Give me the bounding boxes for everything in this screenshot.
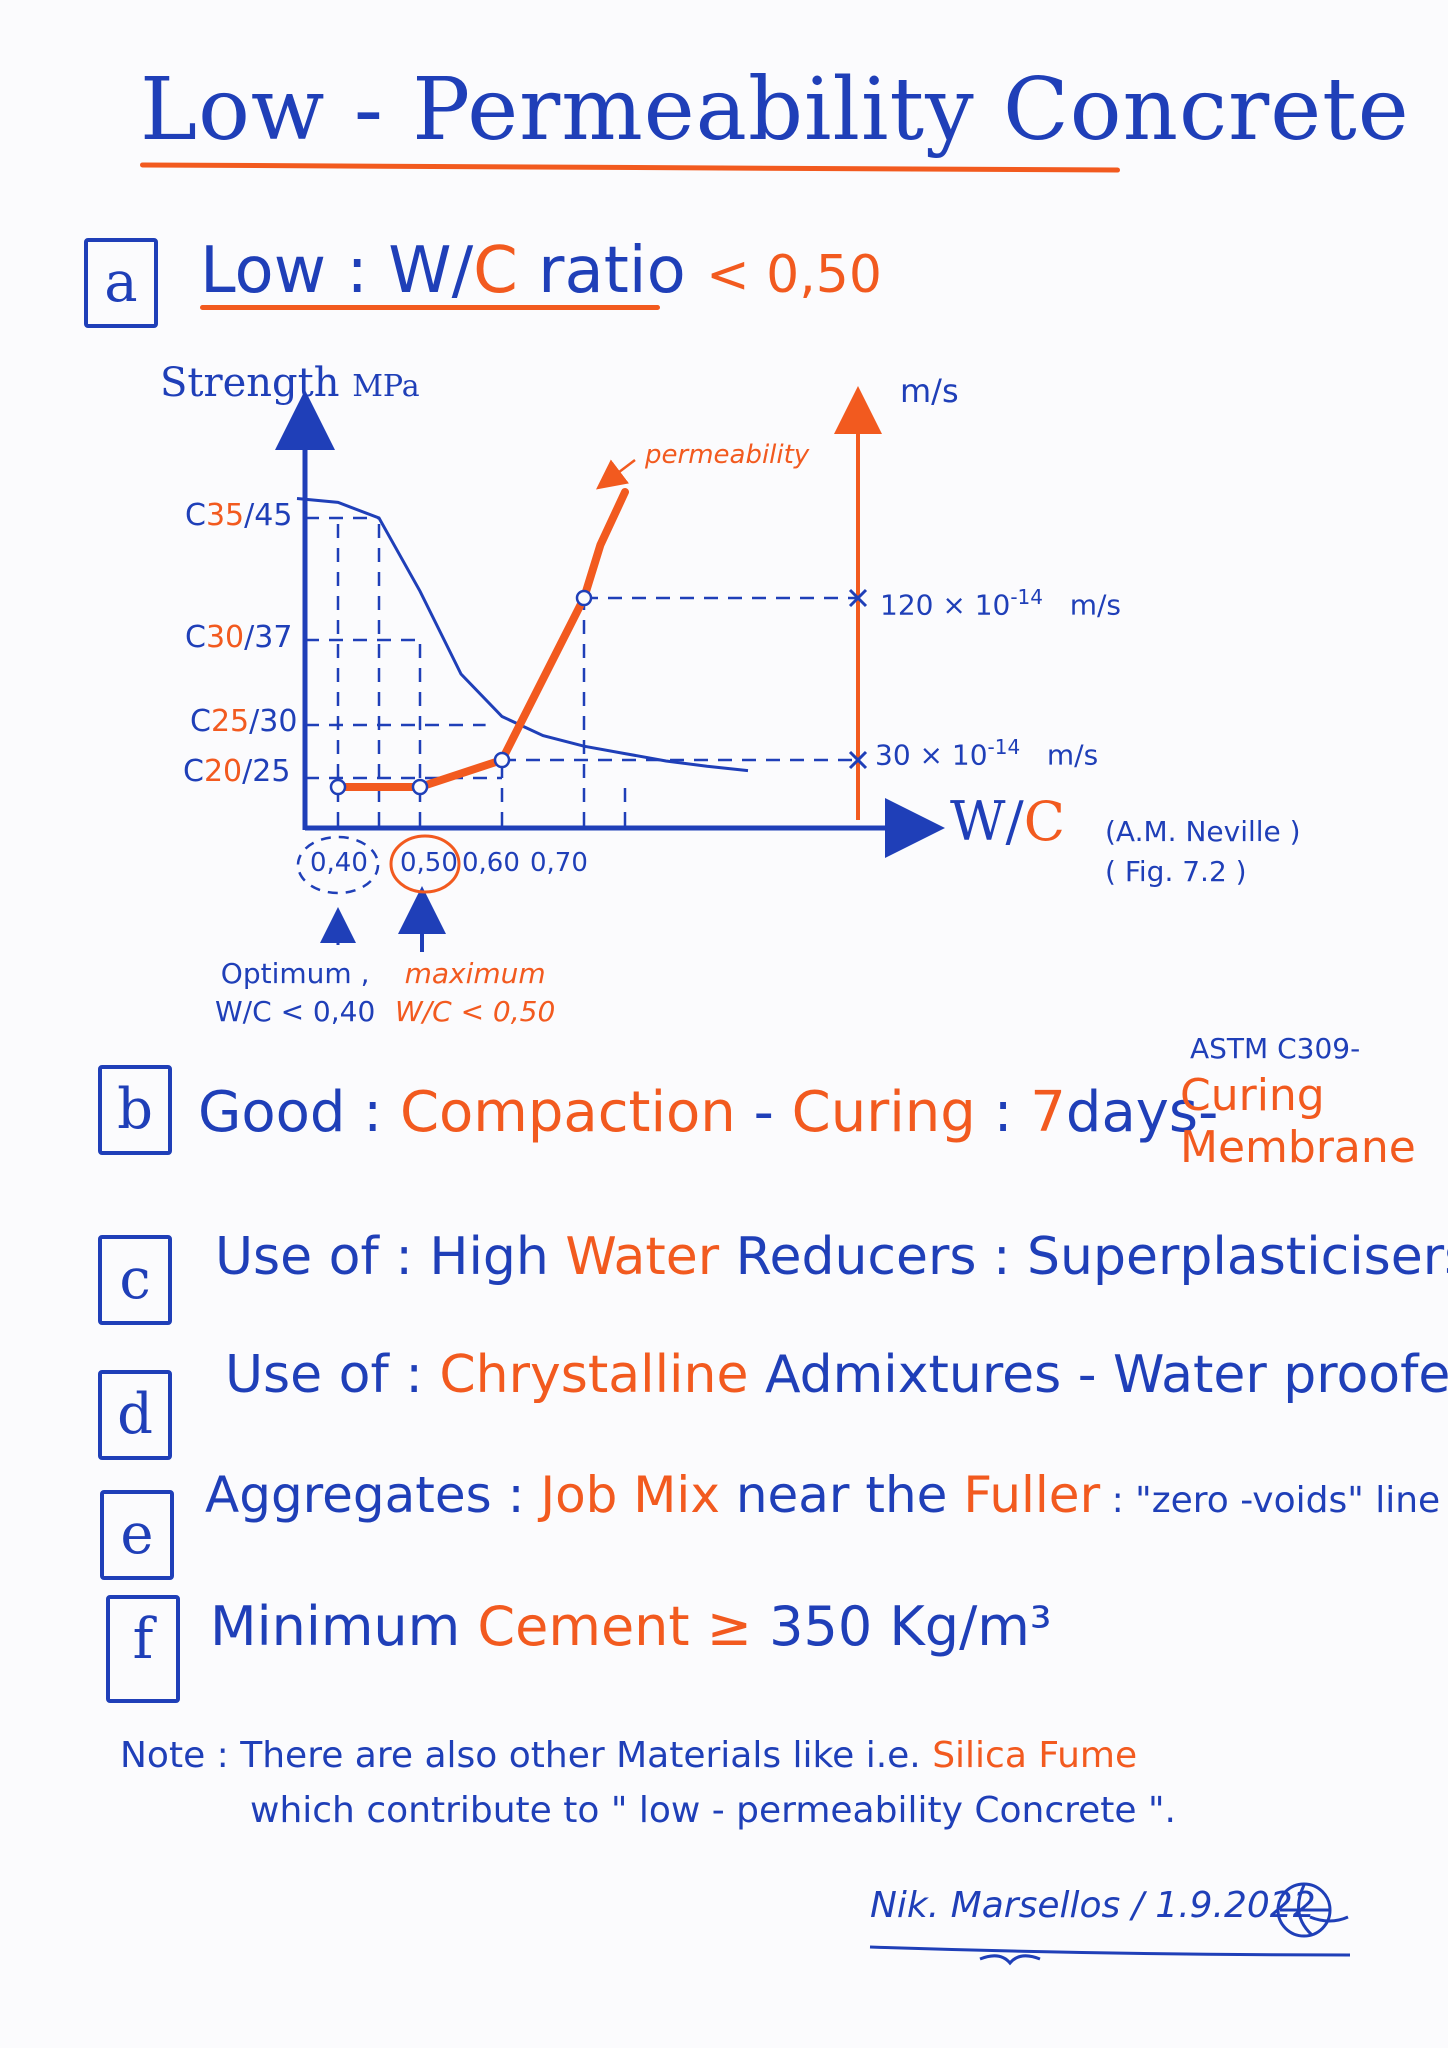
item-b-text: Good : Compaction - Curing : 7days- <box>198 1080 1219 1145</box>
y-axis-label: Strength MPa <box>160 360 420 406</box>
permeability-label-arrow <box>596 459 636 490</box>
optimum-circle <box>296 835 380 895</box>
x-axis-label: W/C <box>950 790 1066 853</box>
signature-mark <box>869 1882 1351 1966</box>
permeability-point <box>575 589 593 607</box>
item-f-letter: f <box>106 1595 180 1703</box>
item-c-text: Use of : High Water Reducers : Superplas… <box>215 1227 1448 1287</box>
item-b-letter: b <box>98 1065 172 1155</box>
item-d-letter: d <box>98 1370 172 1460</box>
y-tick-c25: C25/30 <box>190 704 298 739</box>
x-tick-050: 0,50 <box>400 848 458 878</box>
y-tick-c30: C30/37 <box>185 620 293 655</box>
maximum-note: maximum W/C < 0,50 <box>395 957 556 1028</box>
item-a-text: Low : W/C ratio < 0,50 <box>200 234 882 308</box>
perm-value-30: 30 × 10-14 m/s <box>875 735 1099 772</box>
item-c-letter: c <box>98 1235 172 1325</box>
strength-curve <box>296 497 749 773</box>
chart-reference: (A.M. Neville ) ( Fig. 7.2 ) <box>1105 815 1301 888</box>
item-a-underline <box>200 305 660 310</box>
right-axis-unit: m/s <box>900 372 959 410</box>
x-tick-060: 0,60 <box>462 848 520 878</box>
note-line-2: which contribute to " low - permeability… <box>250 1790 1176 1831</box>
permeability-curve <box>334 488 629 791</box>
item-f-text: Minimum Cement ≥ 350 Kg/m³ <box>210 1595 1052 1658</box>
curing-membrane: Curing Membrane <box>1180 1070 1416 1173</box>
page-title: Low - Permeability Concrete ! <box>140 60 1448 160</box>
x-tick-070: 0,70 <box>530 848 588 878</box>
wc-ratio-chart <box>275 386 945 952</box>
permeability-point <box>493 751 511 769</box>
item-a-letter: a <box>84 238 158 328</box>
note-line-1: Note : There are also other Materials li… <box>120 1735 1138 1776</box>
axis-cross-mark <box>848 750 868 770</box>
item-d-text: Use of : Chrystalline Admixtures - Water… <box>225 1345 1448 1405</box>
maximum-circle <box>389 834 461 894</box>
optimum-note: Optimum , W/C < 0,40 <box>215 957 376 1028</box>
permeability-label: permeability <box>645 440 810 470</box>
perm-value-120: 120 × 10-14 m/s <box>880 585 1122 622</box>
y-tick-c20: C20/25 <box>183 754 291 789</box>
permeability-point <box>411 778 429 796</box>
item-e-text: Aggregates : Job Mix near the Fuller : "… <box>205 1466 1441 1524</box>
permeability-point <box>329 778 347 796</box>
item-e-letter: e <box>100 1490 174 1580</box>
signature-text: Nik. Marsellos / 1.9.2022 <box>870 1885 1316 1926</box>
y-tick-c35: C35/45 <box>185 498 293 533</box>
axis-cross-mark <box>848 588 868 608</box>
astm-label: ASTM C309- <box>1190 1032 1361 1065</box>
x-tick-040: 0,40 <box>310 848 368 878</box>
